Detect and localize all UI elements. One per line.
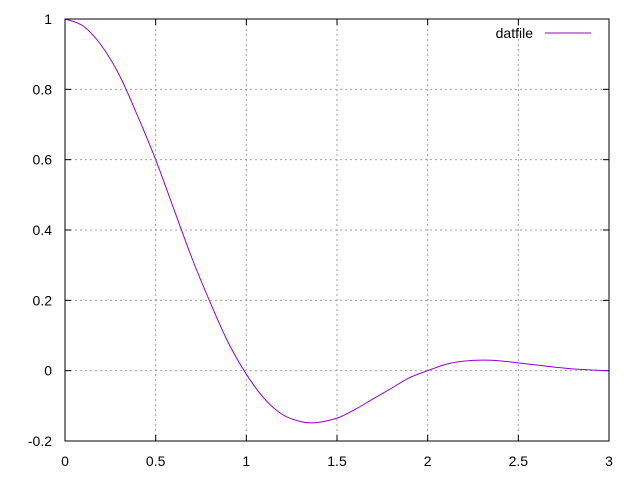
tick-labels: 0 0.5 1 1.5 2 2.5 3 -0.2 0 0.2 0.4 0.6 0.8 1 (28, 11, 613, 469)
y-tick-label: -0.2 (28, 433, 52, 449)
x-tick-label: 0.5 (146, 453, 166, 469)
series-layer (64, 18, 610, 424)
x-tick-label: 2 (424, 453, 432, 469)
legend-label: datfile (496, 25, 534, 41)
grid-lines (65, 19, 609, 441)
y-tick-label: 1 (44, 11, 52, 27)
series-line-datfile (64, 18, 610, 424)
legend: datfile (496, 25, 591, 41)
y-tick-label: 0.4 (33, 222, 53, 238)
x-tick-label: 1 (242, 453, 250, 469)
x-tick-label: 1.5 (327, 453, 347, 469)
x-tick-label: 0 (61, 453, 69, 469)
x-tick-label: 2.5 (509, 453, 529, 469)
y-tick-label: 0.6 (33, 152, 53, 168)
plot-border (64, 18, 610, 442)
y-tick-label: 0.2 (33, 292, 53, 308)
y-tick-label: 0.8 (33, 81, 53, 97)
y-tick-label: 0 (44, 363, 52, 379)
x-tick-label: 3 (605, 453, 613, 469)
